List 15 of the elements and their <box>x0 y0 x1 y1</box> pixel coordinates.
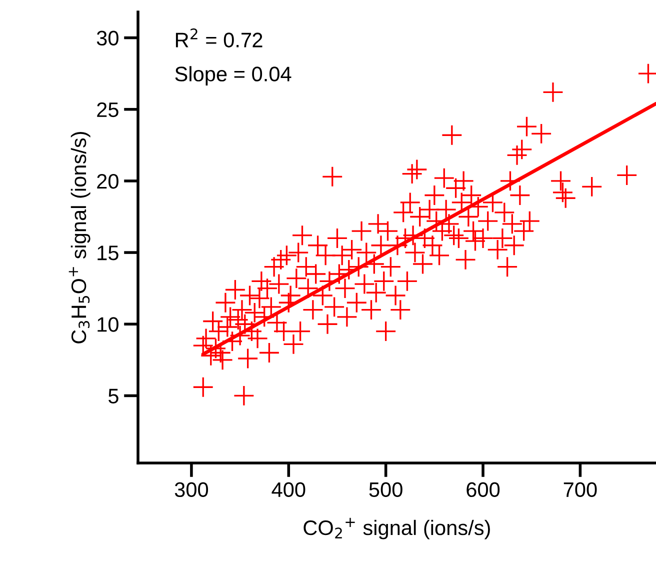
x-tick-label: 500 <box>369 482 402 498</box>
annotation: Slope = 0.04 <box>175 66 292 86</box>
x-tick-label: 400 <box>272 482 306 498</box>
y-tick-label: 20 <box>97 174 118 189</box>
y-tick-label: 10 <box>98 317 118 332</box>
y-tick-label: 15 <box>98 246 118 260</box>
x-tick-label: 600 <box>466 482 500 498</box>
y-tick-label: 25 <box>97 102 118 118</box>
y-tick-label: 30 <box>96 30 118 46</box>
y-axis-title: C$_{3}$H$_{5}$O$^{+}$ signal (ions/s) <box>68 132 90 344</box>
y-tick-label: 5 <box>108 388 118 404</box>
x-axis-title: CO$_{2}$$^{+}$ signal (ions/s) <box>304 518 490 540</box>
x-tick-label: 700 <box>564 482 597 498</box>
x-tick-label: 300 <box>174 482 208 498</box>
annotation: R$^{2}$ = 0.72 <box>176 28 262 48</box>
